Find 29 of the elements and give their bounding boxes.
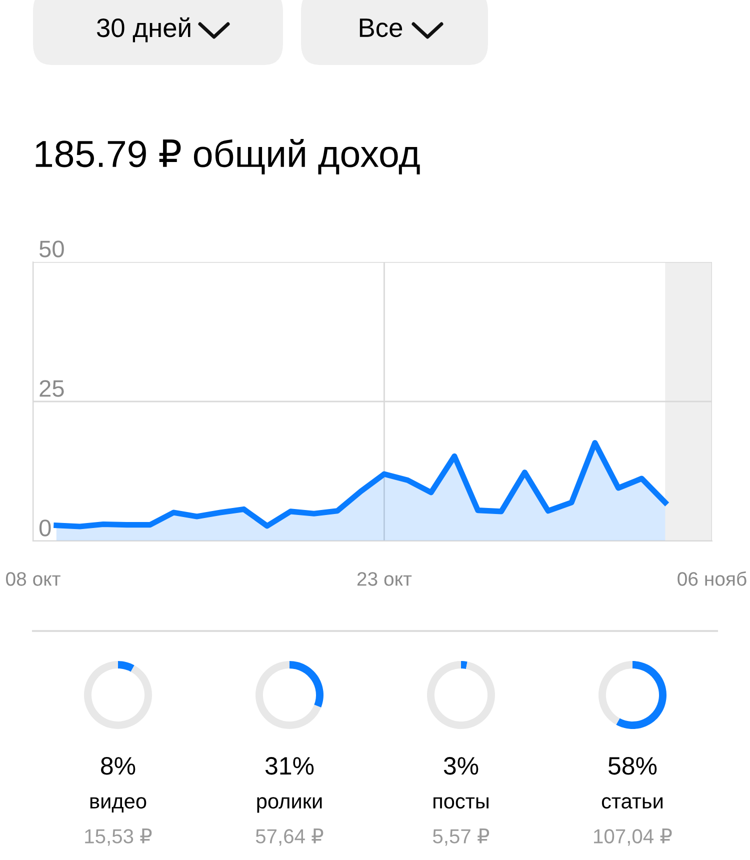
text: статьи — [602, 797, 662, 809]
donut-slice — [290, 661, 324, 708]
donut-slice — [84, 661, 152, 729]
y-tick-label: 50 — [40, 240, 64, 258]
text: 15,53 ₽ — [85, 828, 152, 846]
chart-title: 185.79 ₽ общий доход — [36, 139, 420, 174]
y-tick-label: 0 — [39, 520, 51, 536]
text: ролики — [257, 797, 322, 813]
donut-slice — [118, 661, 134, 672]
text: 3% — [444, 757, 478, 775]
text: видео — [90, 797, 146, 813]
text: 107,04 ₽ — [594, 828, 672, 846]
text: 31% — [265, 757, 314, 775]
text: 57,64 ₽ — [256, 828, 324, 846]
x-tick-label: 06 нояб — [678, 571, 746, 586]
x-tick-label: 23 окт — [357, 572, 412, 586]
text: посты — [434, 797, 488, 809]
donut-slice — [598, 661, 632, 725]
donut-slice — [616, 661, 666, 729]
text: Все — [360, 18, 402, 38]
text: 30 дней — [96, 17, 190, 42]
text: 5,57 ₽ — [433, 828, 490, 846]
donut-slice — [427, 661, 495, 729]
x-tick-label: 08 окт — [6, 572, 60, 586]
text: 58% — [608, 757, 657, 775]
donut-slice — [256, 661, 322, 729]
y-tick-label: 25 — [40, 380, 64, 397]
donut-slice — [461, 661, 468, 669]
text: 8% — [101, 757, 136, 775]
